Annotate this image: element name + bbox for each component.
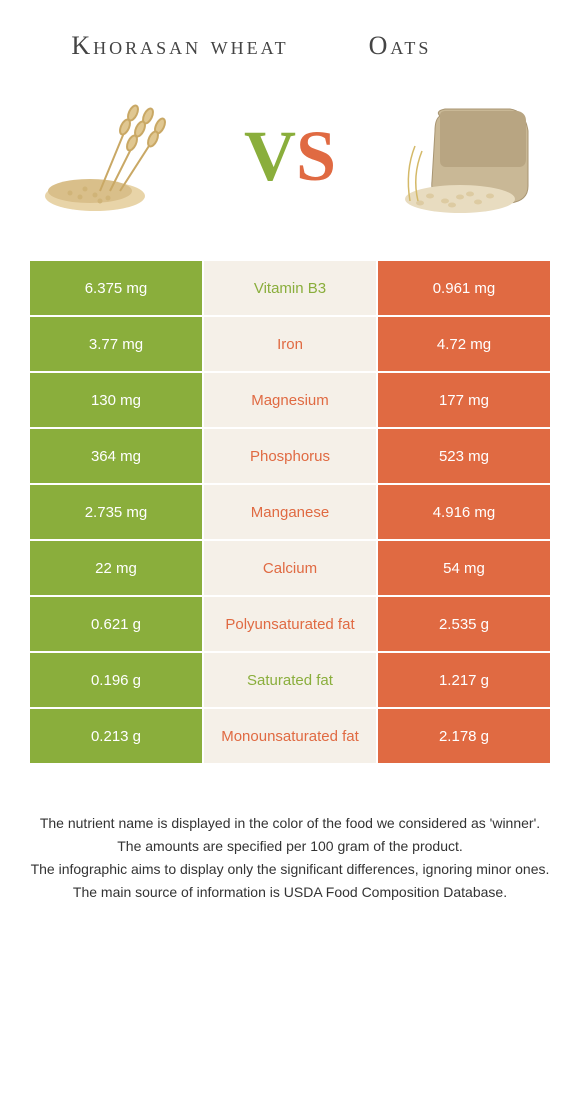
nutrient-label: Manganese — [204, 485, 376, 539]
right-value: 2.535 g — [378, 597, 550, 651]
footnote-line: The nutrient name is displayed in the co… — [30, 813, 550, 834]
right-value: 177 mg — [378, 373, 550, 427]
footnotes: The nutrient name is displayed in the co… — [30, 813, 550, 903]
nutrient-label: Iron — [204, 317, 376, 371]
right-value: 4.72 mg — [378, 317, 550, 371]
nutrient-label: Calcium — [204, 541, 376, 595]
nutrient-label: Saturated fat — [204, 653, 376, 707]
left-value: 0.213 g — [30, 709, 202, 763]
nutrient-label: Magnesium — [204, 373, 376, 427]
comparison-table: 6.375 mgVitamin B30.961 mg3.77 mgIron4.7… — [30, 261, 550, 763]
left-food-title: Khorasan wheat — [70, 30, 290, 61]
vs-label: VS — [244, 115, 336, 198]
table-row: 0.621 gPolyunsaturated fat2.535 g — [30, 597, 550, 651]
table-row: 2.735 mgManganese4.916 mg — [30, 485, 550, 539]
left-value: 3.77 mg — [30, 317, 202, 371]
left-value: 0.621 g — [30, 597, 202, 651]
right-value: 2.178 g — [378, 709, 550, 763]
table-row: 22 mgCalcium54 mg — [30, 541, 550, 595]
left-value: 22 mg — [30, 541, 202, 595]
left-value: 2.735 mg — [30, 485, 202, 539]
footnote-line: The amounts are specified per 100 gram o… — [30, 836, 550, 857]
right-value: 4.916 mg — [378, 485, 550, 539]
footnote-line: The infographic aims to display only the… — [30, 859, 550, 880]
nutrient-label: Polyunsaturated fat — [204, 597, 376, 651]
vs-s: S — [296, 115, 336, 198]
images-row: VS — [0, 81, 580, 261]
right-value: 54 mg — [378, 541, 550, 595]
right-food-title: Oats — [290, 30, 510, 61]
right-food-image — [390, 91, 540, 221]
table-row: 6.375 mgVitamin B30.961 mg — [30, 261, 550, 315]
table-row: 130 mgMagnesium177 mg — [30, 373, 550, 427]
right-value: 523 mg — [378, 429, 550, 483]
right-value: 0.961 mg — [378, 261, 550, 315]
wheat-icon — [40, 91, 190, 221]
oats-icon — [390, 91, 540, 221]
right-value: 1.217 g — [378, 653, 550, 707]
vs-v: V — [244, 115, 296, 198]
left-value: 364 mg — [30, 429, 202, 483]
table-row: 0.213 gMonounsaturated fat2.178 g — [30, 709, 550, 763]
footnote-line: The main source of information is USDA F… — [30, 882, 550, 903]
left-value: 130 mg — [30, 373, 202, 427]
left-value: 6.375 mg — [30, 261, 202, 315]
nutrient-label: Vitamin B3 — [204, 261, 376, 315]
left-value: 0.196 g — [30, 653, 202, 707]
header: Khorasan wheat Oats — [0, 0, 580, 81]
table-row: 3.77 mgIron4.72 mg — [30, 317, 550, 371]
left-food-image — [40, 91, 190, 221]
table-row: 364 mgPhosphorus523 mg — [30, 429, 550, 483]
nutrient-label: Monounsaturated fat — [204, 709, 376, 763]
table-row: 0.196 gSaturated fat1.217 g — [30, 653, 550, 707]
nutrient-label: Phosphorus — [204, 429, 376, 483]
